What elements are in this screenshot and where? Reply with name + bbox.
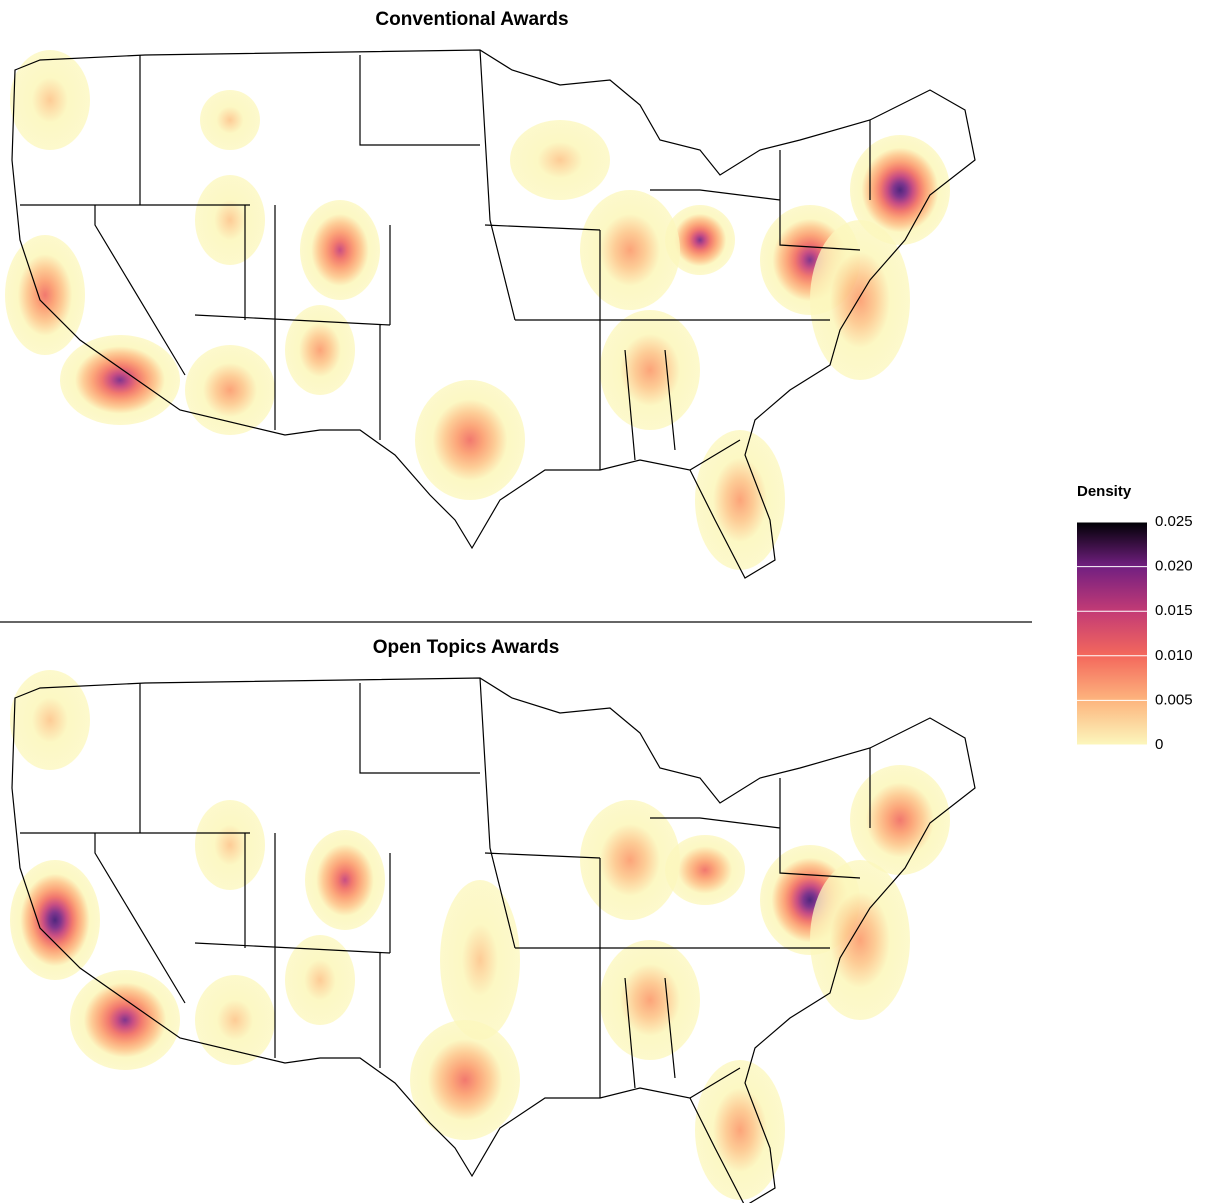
colorbar-label: 0 [1155,736,1163,753]
density-blob [285,305,355,395]
panel-title: Conventional Awards [375,9,568,30]
density-blob [665,835,745,905]
density-blob [195,975,275,1065]
density-blob [10,670,90,770]
state-borders [20,49,871,471]
density-blob [195,800,265,890]
density-blob [850,135,950,245]
density-blob [810,220,910,380]
density-blob [185,345,275,435]
colorbar-label: 0.010 [1155,647,1193,664]
density-blob [5,235,85,355]
density-blob [600,940,700,1060]
density-blob [305,830,385,930]
colorbar-label: 0.025 [1155,513,1193,530]
density-blob [665,205,735,275]
density-blob [810,860,910,1020]
map-panel [10,670,976,1203]
us-outline [11,677,976,1203]
density-blob [440,880,520,1040]
panel-title: Open Topics Awards [373,637,560,658]
map-panel [5,49,976,579]
density-blob [695,430,785,570]
legend-title: Density [1077,483,1132,500]
density-blob [580,800,680,920]
us-outline [11,49,976,579]
density-blob [195,175,265,265]
density-blob [10,860,100,980]
colorbar-label: 0.005 [1155,691,1193,708]
density-blob [70,970,180,1070]
density-blob [850,765,950,875]
density-blob [580,190,680,310]
state-borders [20,677,871,1099]
density-blob [510,120,610,200]
colorbar [1077,522,1147,745]
density-blob [60,335,180,425]
density-blob [200,90,260,150]
colorbar-label: 0.020 [1155,558,1193,575]
legend-ticks: 0 0.005 0.010 0.015 0.020 0.025 [1077,513,1193,753]
density-blob [285,935,355,1025]
density-blob [10,50,90,150]
density-blob [300,200,380,300]
density-blob [695,1060,785,1200]
colorbar-label: 0.015 [1155,602,1193,619]
maps [5,49,976,1203]
density-blob [415,380,525,500]
density-blob [410,1020,520,1140]
density-blob [600,310,700,430]
